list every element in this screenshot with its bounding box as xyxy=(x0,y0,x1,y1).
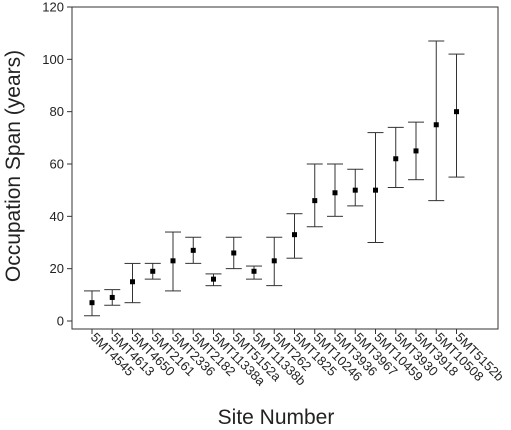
error-bar xyxy=(367,132,384,243)
data-point xyxy=(150,268,156,274)
error-bar xyxy=(327,163,343,217)
data-point xyxy=(373,187,378,193)
y-tick-label: 120 xyxy=(42,0,64,15)
data-point xyxy=(413,148,419,154)
data-point xyxy=(109,294,115,300)
x-axis-title: Site Number xyxy=(218,406,335,429)
y-tick-label: 0 xyxy=(57,314,64,329)
data-point xyxy=(352,187,358,193)
data-point xyxy=(332,190,338,196)
y-tick-label: 20 xyxy=(50,261,64,276)
error-bar xyxy=(448,53,465,178)
data-point xyxy=(89,300,95,306)
data-point xyxy=(251,268,257,274)
plot-frame xyxy=(71,6,499,330)
y-axis-title: Occupation Span (years) xyxy=(2,50,25,282)
data-point xyxy=(393,156,399,162)
x-axis: 5MT45455MT46135MT46505MT21615MT23365MT21… xyxy=(88,329,507,389)
data-point xyxy=(454,109,459,115)
data-point xyxy=(170,258,176,264)
data-point xyxy=(271,258,277,264)
data-point xyxy=(130,279,135,285)
data-point xyxy=(312,198,318,204)
data-point xyxy=(211,276,216,282)
data-point xyxy=(190,247,196,253)
y-tick-label: 80 xyxy=(50,104,64,119)
data-point xyxy=(231,250,237,256)
y-axis: 0 20 40 60 80 100 120 xyxy=(42,0,72,329)
data-point xyxy=(292,232,297,238)
error-bars xyxy=(84,40,465,317)
error-bar xyxy=(347,168,364,207)
y-tick-label: 40 xyxy=(50,209,64,224)
error-bar xyxy=(428,40,445,202)
error-bar xyxy=(306,163,323,228)
plot-border xyxy=(71,6,499,330)
y-tick-label: 60 xyxy=(50,157,64,172)
y-tick-label: 100 xyxy=(42,52,64,67)
data-point xyxy=(433,122,439,128)
data-points xyxy=(89,109,459,306)
